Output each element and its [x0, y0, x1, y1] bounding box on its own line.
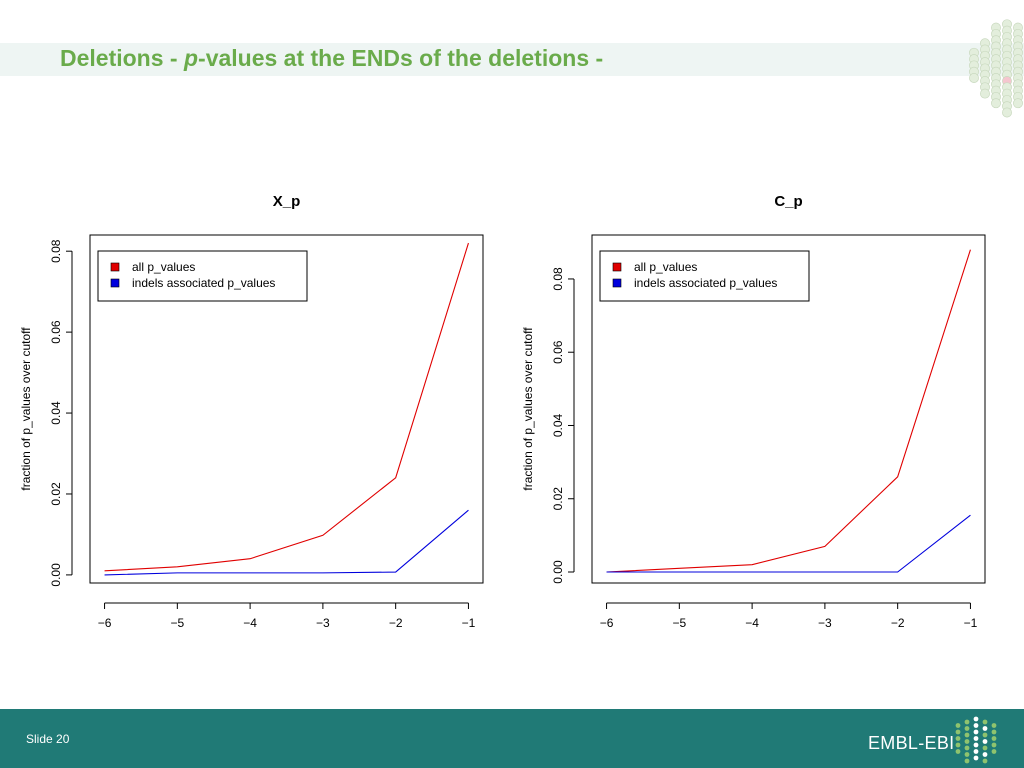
title-italic: p [183, 45, 199, 71]
legend-swatch [110, 278, 120, 288]
slide-title: Deletions - p-values at the ENDs of the … [60, 45, 603, 72]
y-tick-label: 0.04 [551, 413, 565, 437]
legend-box [599, 250, 810, 302]
y-tick-label: 0.08 [49, 239, 63, 263]
x-tick-label: −3 [818, 616, 832, 630]
footer-bar [0, 709, 1024, 768]
y-tick-label: 0.06 [49, 320, 63, 344]
series-line [104, 242, 469, 572]
logo-dot [973, 723, 979, 728]
x-tick-label: −4 [745, 616, 759, 630]
logo-dot [991, 749, 997, 754]
x-tick-label: −6 [600, 616, 614, 630]
logo-dot [973, 736, 979, 741]
x-tick-label: −2 [389, 616, 403, 630]
chart-title: X_p [273, 193, 301, 210]
brand-name: EMBL-EBI [868, 733, 955, 753]
embl-ebi-logo-icon [955, 716, 997, 764]
deco-dot [1013, 98, 1023, 109]
y-tick-label: 0.08 [551, 267, 565, 291]
logo-dot [955, 729, 961, 735]
deco-dot [991, 98, 1001, 109]
logo-dot [955, 742, 961, 748]
logo-dot [964, 752, 970, 757]
chart-c-p: C_p −6 −5 −4 −3 −2 −1 0.00 0.02 0.04 0.06 0.08 fract… [512, 185, 1012, 635]
x-tick-label: −2 [891, 616, 905, 630]
legend-label: all p_values [634, 260, 697, 274]
series-line [606, 514, 971, 573]
x-tick-label: −1 [462, 616, 476, 630]
deco-dot [980, 88, 990, 99]
chart-svg: C_p −6 −5 −4 −3 −2 −1 0.00 0.02 0.04 0.06 0.08 fract… [521, 193, 986, 630]
logo-dot [991, 729, 997, 735]
plot-frame [89, 234, 484, 584]
logo-dot [982, 758, 988, 764]
logo-dot [955, 736, 961, 741]
logo-dot [964, 739, 970, 744]
x-tick-label: −3 [316, 616, 330, 630]
x-tick-label: −1 [964, 616, 978, 630]
y-tick-label: 0.06 [551, 340, 565, 364]
logo-dot [973, 755, 979, 761]
chart-title: C_p [774, 193, 802, 210]
y-tick-label: 0.00 [49, 563, 63, 587]
x-tick-label: −4 [243, 616, 257, 630]
x-tick-label: −6 [98, 616, 112, 630]
hexagon-dot-cluster-icon [969, 19, 1023, 118]
y-axis-label: fraction of p_values over cutoff [521, 327, 535, 491]
legend-swatch [110, 262, 120, 272]
slide-number: Slide 20 [26, 732, 70, 746]
logo-dot [973, 716, 979, 722]
logo-dot [964, 758, 970, 764]
logo-dot [982, 726, 988, 731]
y-axis-label: fraction of p_values over cutoff [19, 327, 33, 491]
plot-frame [591, 234, 986, 584]
series-line [606, 249, 971, 573]
legend-label: indels associated p_values [634, 276, 777, 290]
logo-dot [991, 742, 997, 748]
logo-dot [964, 745, 970, 751]
logo-dot [982, 745, 988, 751]
logo-dot [982, 739, 988, 744]
logo-dot [955, 723, 961, 728]
legend-box [97, 250, 308, 302]
logo-dot [991, 723, 997, 728]
legend-label: indels associated p_values [132, 276, 275, 290]
logo-dot [982, 752, 988, 757]
legend-label: all p_values [132, 260, 195, 274]
y-tick-label: 0.02 [49, 482, 63, 506]
logo-dot [955, 749, 961, 754]
chart-svg: X_p −6 −5 −4 −3 −2 −1 0.00 0.02 0.04 0.06 0.08 fract… [19, 193, 484, 630]
title-band [0, 43, 1024, 76]
x-tick-label: −5 [170, 616, 184, 630]
y-tick-label: 0.00 [551, 560, 565, 584]
legend-swatch [612, 262, 622, 272]
logo-dot [982, 732, 988, 738]
logo-dot [982, 719, 988, 725]
logo-dot [973, 749, 979, 754]
x-tick-label: −5 [672, 616, 686, 630]
deco-dot [1002, 107, 1012, 118]
logo-dot [964, 719, 970, 725]
logo-dot [991, 736, 997, 741]
y-tick-label: 0.04 [49, 401, 63, 425]
logo-dot [964, 732, 970, 738]
title-prefix: Deletions - [60, 45, 184, 71]
title-suffix: -values at the ENDs of the deletions - [198, 45, 604, 71]
logo-dot [973, 729, 979, 735]
y-tick-label: 0.02 [551, 487, 565, 511]
legend-swatch [612, 278, 622, 288]
chart-x-p: X_p −6 −5 −4 −3 −2 −1 0.00 0.02 0.04 0.06 0.08 fract… [10, 185, 510, 635]
deco-dot [969, 73, 979, 83]
series-line [104, 509, 469, 576]
logo-dot [964, 726, 970, 731]
logo-dot [973, 742, 979, 748]
